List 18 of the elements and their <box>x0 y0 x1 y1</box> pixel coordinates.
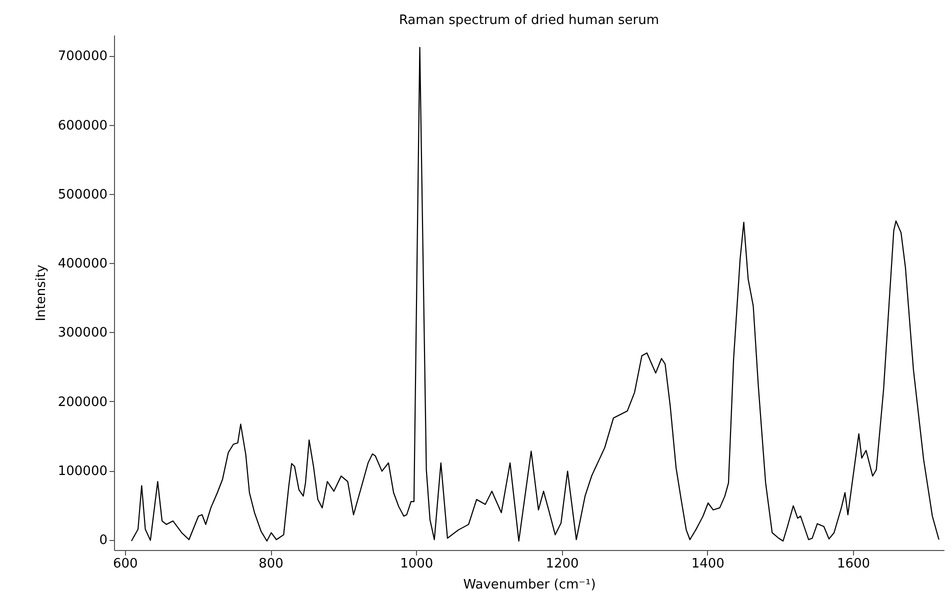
x-axis-title: Wavenumber (cm⁻¹) <box>463 578 596 592</box>
y-tick-label: 0 <box>99 533 108 548</box>
y-tick-label: 600000 <box>58 118 108 134</box>
x-tick-label: 1600 <box>836 556 870 572</box>
x-tick-label: 600 <box>113 556 138 572</box>
x-tick-label: 1400 <box>691 556 724 572</box>
y-tick-label: 500000 <box>58 187 108 202</box>
x-tick-label: 800 <box>258 556 284 572</box>
y-tick-label: 400000 <box>58 256 108 272</box>
y-tick-label: 700000 <box>58 49 108 64</box>
y-axis-title: Intensity <box>34 264 49 322</box>
y-tick-label: 200000 <box>58 394 108 410</box>
chart-title: Raman spectrum of dried human serum <box>398 13 660 28</box>
line-series <box>130 46 940 542</box>
y-tick-label: 300000 <box>58 326 108 341</box>
x-tick-label: 1200 <box>546 556 579 572</box>
x-tick-label: 1000 <box>400 556 434 572</box>
y-tick-label: 100000 <box>58 464 108 480</box>
